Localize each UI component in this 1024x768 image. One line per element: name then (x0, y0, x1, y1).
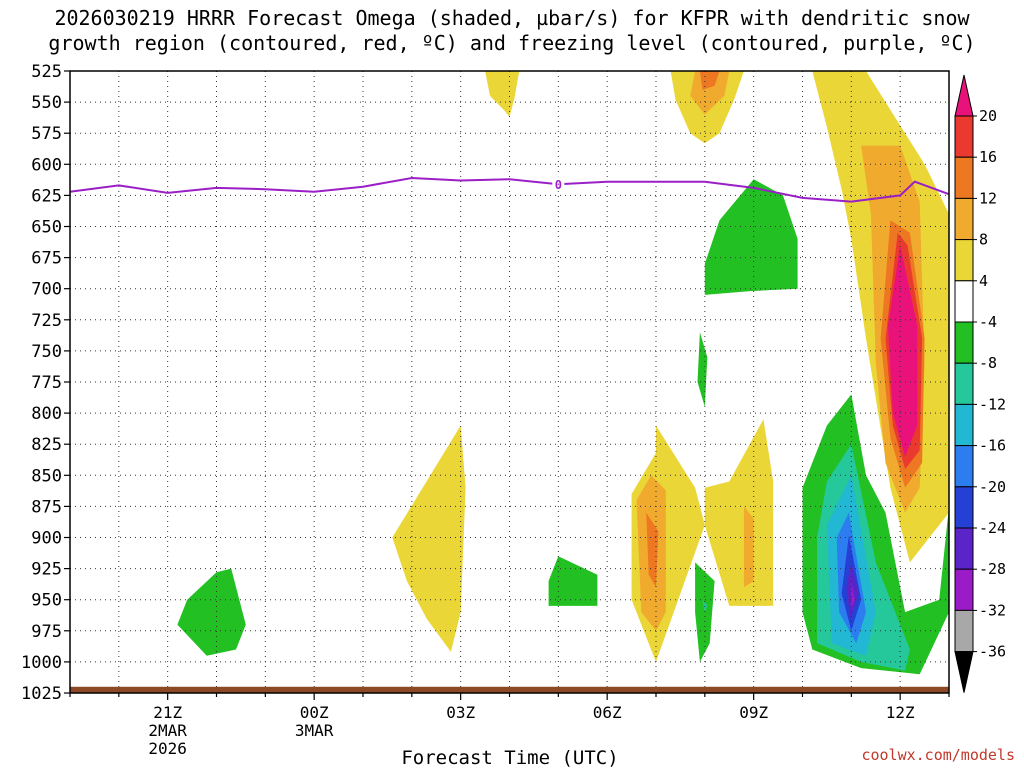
x-tick-label-03Z: 03Z (446, 703, 475, 722)
y-tick-label-775: 775 (31, 373, 62, 393)
y-tick-label-675: 675 (31, 249, 62, 269)
colorbar-swatch--20 (954, 445, 974, 488)
colorbar: 20 16 12 8 4 -4 -8 -12 -16 -20 -24 -28 -32 -36 (954, 74, 1006, 693)
colorbar-swatch-8 (954, 197, 974, 241)
freezing-level-label-bg (552, 176, 565, 192)
y-tick-label-825: 825 (31, 435, 62, 455)
colorbar-label-4: 4 (979, 272, 988, 290)
omega-region-4-9 (392, 425, 466, 652)
credit-label: coolwx.com/models (861, 746, 1015, 764)
y-tick-label-525: 525 (31, 62, 62, 82)
freezing-level-line (69, 176, 950, 203)
colorbar-swatch-12 (954, 156, 974, 199)
chart-title-line-1: 2026030219 HRRR Forecast Omega (shaded, … (54, 6, 970, 30)
colorbar-label--36: -36 (979, 643, 1006, 661)
surface-band (70, 686, 949, 693)
y-tick-label-1000: 1000 (21, 653, 62, 673)
omega-region--4-15 (704, 179, 798, 295)
omega-region-4-13 (704, 419, 774, 606)
y-tick-label-875: 875 (31, 497, 62, 517)
colorbar-label--28: -28 (979, 560, 1006, 578)
omega-region--28-27 (851, 581, 855, 610)
colorbar-swatch-16 (954, 115, 974, 158)
y-tick-label-650: 650 (31, 218, 62, 238)
y-tick-label-950: 950 (31, 591, 62, 611)
y-tick-label-900: 900 (31, 529, 62, 549)
chart-title-line-2: growth region (contoured, red, ºC) and f… (48, 31, 975, 55)
y-axis: 525 550 575 600 625 650 675 700 725 750 775 800 825 8… (21, 62, 70, 704)
omega-region--4-16 (697, 332, 708, 407)
y-tick-label-550: 550 (31, 93, 62, 113)
x-tick-label-00Z: 00Z (300, 703, 329, 722)
y-tick-label-850: 850 (31, 466, 62, 486)
x-tick-label-09Z: 09Z (739, 703, 768, 722)
colorbar-label--32: -32 (979, 601, 1006, 619)
x-year-label-2026: 2026 (148, 739, 187, 758)
colorbar-label-16: 16 (979, 148, 997, 166)
plot-area: 0 (69, 70, 950, 694)
omega-region-8-14 (743, 506, 754, 588)
omega-region--4-19 (695, 562, 715, 662)
colorbar-label-20: 20 (979, 107, 997, 125)
colorbar-bottom-arrow (954, 651, 974, 693)
colorbar-swatch--28 (954, 527, 974, 570)
y-tick-label-925: 925 (31, 560, 62, 580)
colorbar-top-arrow (954, 74, 974, 117)
y-tick-label-750: 750 (31, 342, 62, 362)
y-tick-label-725: 725 (31, 311, 62, 331)
y-tick-label-700: 700 (31, 280, 62, 300)
x-date-label-2MAR: 2MAR (148, 721, 187, 740)
omega-region-8-2 (690, 71, 730, 115)
colorbar-label--8: -8 (979, 354, 997, 372)
omega-region--4-18 (177, 568, 246, 656)
y-tick-label-625: 625 (31, 186, 62, 206)
y-tick-label-1025: 1025 (21, 684, 62, 704)
colorbar-swatch--4 (954, 280, 974, 323)
colorbar-swatch--36 (954, 609, 974, 653)
omega-region--8-20 (702, 599, 708, 613)
omega-region-4-0 (485, 71, 520, 117)
omega-region--4-17 (548, 556, 598, 606)
y-tick-label-575: 575 (31, 124, 62, 144)
freezing-level-label: 0 (555, 178, 562, 192)
omega-shading (177, 71, 949, 675)
colorbar-label--4: -4 (979, 313, 997, 331)
y-tick-label-975: 975 (31, 622, 62, 642)
colorbar-swatch--32 (954, 568, 974, 611)
y-tick-label-800: 800 (31, 404, 62, 424)
colorbar-swatch--12 (954, 362, 974, 405)
colorbar-swatch-4 (954, 239, 974, 282)
colorbar-label--16: -16 (979, 437, 1006, 455)
x-date-label-3MAR: 3MAR (295, 721, 334, 740)
colorbar-swatch--8 (954, 321, 974, 364)
omega-region-20-8 (888, 245, 918, 457)
omega-region-12-3 (699, 71, 720, 90)
freezing-level-contour: 0 (69, 176, 950, 203)
x-axis-title: Forecast Time (UTC) (401, 747, 618, 768)
y-tick-label-600: 600 (31, 155, 62, 175)
colorbar-swatch--24 (954, 486, 974, 529)
x-tick-label-12Z: 12Z (886, 703, 915, 722)
x-tick-label-06Z: 06Z (593, 703, 622, 722)
colorbar-swatch--16 (954, 403, 974, 447)
colorbar-label-12: 12 (979, 189, 997, 207)
colorbar-label--12: -12 (979, 395, 1006, 413)
colorbar-label--24: -24 (979, 519, 1006, 537)
colorbar-label-8: 8 (979, 231, 988, 249)
surface-terrain (70, 686, 949, 693)
colorbar-label--20: -20 (979, 478, 1006, 496)
x-tick-label-21Z: 21Z (153, 703, 182, 722)
